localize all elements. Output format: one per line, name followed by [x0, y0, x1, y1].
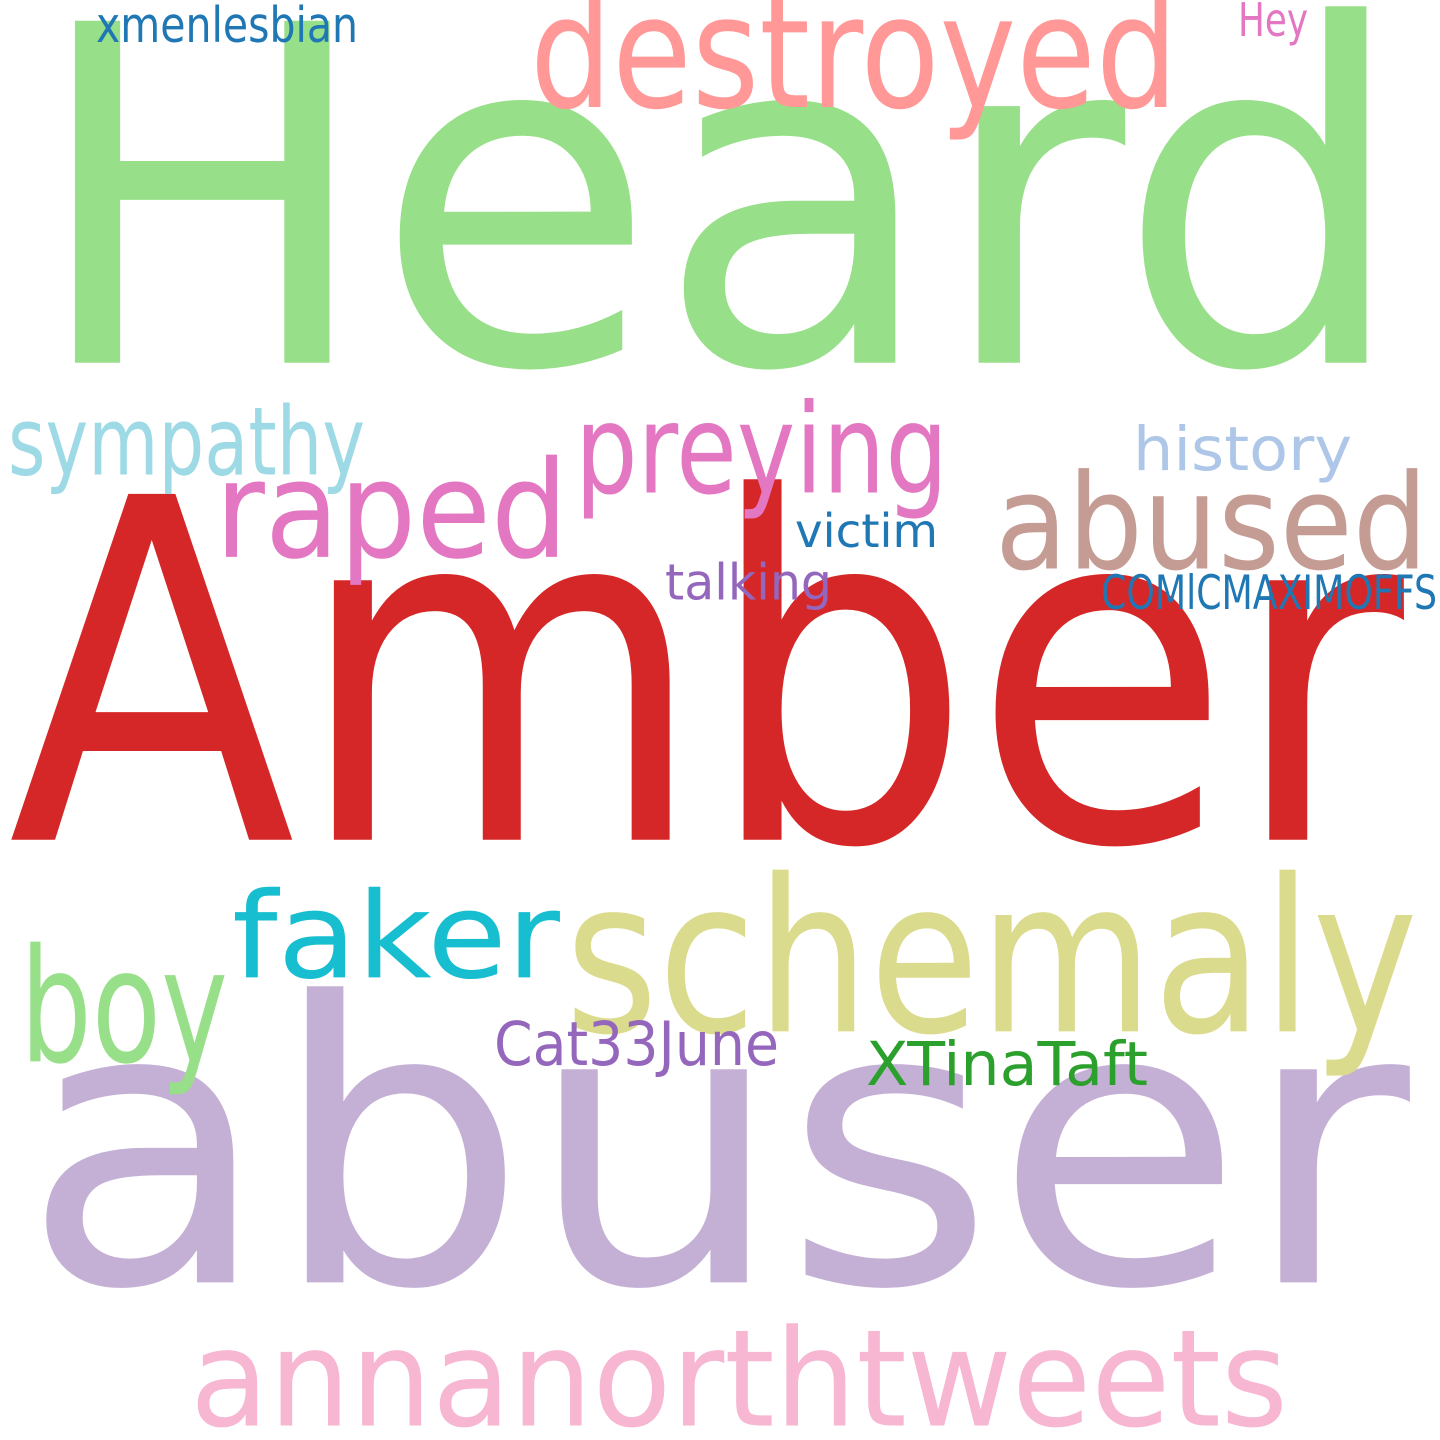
word-talking: talking — [665, 554, 833, 612]
word-preying: preying — [575, 376, 949, 523]
word-destroyed: destroyed — [530, 0, 1179, 145]
word-heard: Heard — [30, 0, 1409, 474]
word-victim: victim — [795, 505, 938, 559]
word-history: history — [1133, 414, 1352, 486]
word-boy: boy — [20, 916, 228, 1100]
word-hey: Hey — [1238, 0, 1309, 48]
word-schemaly: schemaly — [565, 833, 1418, 1082]
word-annanorthtweets: annanorthtweets — [190, 1301, 1288, 1440]
word-sympathy: sympathy — [8, 386, 365, 497]
word-comicmaximoffs: COMlCMAXIMOFFS — [1101, 566, 1438, 622]
word-xtinataft: XTinaTaft — [866, 1030, 1148, 1101]
word-amber: Amber — [8, 399, 1404, 952]
word-abuser: abuser — [22, 921, 1410, 1375]
word-xmenlesbian: xmenlesbian — [96, 0, 358, 55]
word-raped: raped — [215, 432, 568, 590]
word-cat33june: Cat33June — [494, 1010, 780, 1081]
word-abused: abused — [995, 446, 1429, 600]
word-faker: faker — [232, 867, 560, 1007]
